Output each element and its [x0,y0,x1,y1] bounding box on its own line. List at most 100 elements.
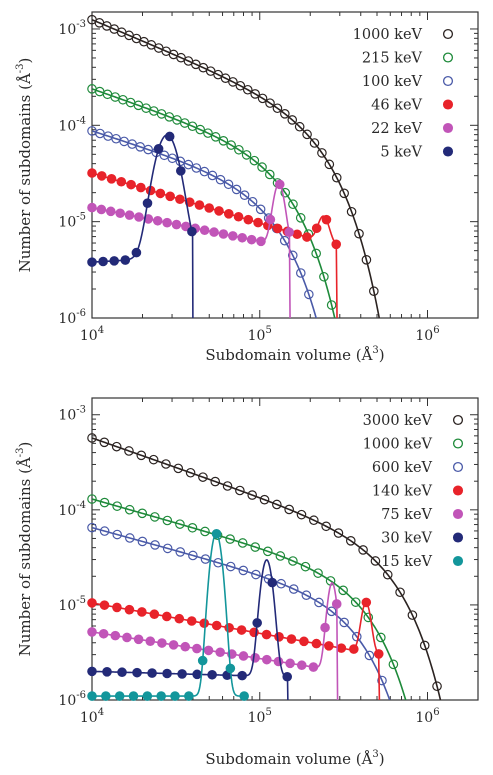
data-point [302,232,312,242]
data-point [187,121,198,132]
y-tick-label: 10-6 [58,690,86,709]
y-tick-label: 10-5 [58,595,86,614]
data-point [288,556,298,566]
data-point [112,529,123,540]
data-point [87,494,97,504]
data-point [173,463,184,474]
data-point [112,501,122,511]
data-point [137,607,147,617]
data-point [149,609,160,620]
data-point [111,441,122,452]
data-point [218,136,229,146]
data-point [370,556,381,566]
data-point [126,179,136,190]
data-point [265,214,276,225]
data-point [233,211,244,222]
data-point [300,561,311,572]
data-point [369,286,379,296]
legend-marker [442,146,454,157]
data-point [183,159,194,170]
data-point [192,669,202,680]
legend-label: 600 keV [372,460,433,476]
data-point [282,671,293,682]
data-point [345,535,356,546]
data-point [218,229,229,239]
data-point [124,210,135,220]
data-point [175,547,186,557]
fit-curve [92,134,194,318]
legend-label: 3000 keV [363,413,433,429]
data-point [257,162,267,172]
data-point [162,668,172,679]
data-point [250,542,261,552]
data-point [168,640,179,650]
data-point [99,497,110,508]
data-point [177,669,187,679]
data-point [150,540,160,550]
y-tick-label: 10-6 [58,308,86,327]
data-point [133,634,144,645]
data-point [147,668,157,678]
data-point [131,247,142,258]
legend-label: 15 keV [381,554,432,570]
data-point [109,256,119,266]
data-point [184,691,194,701]
data-point [194,200,205,210]
legend-label: 46 keV [371,98,422,114]
legend-marker [452,555,464,567]
data-point [284,227,294,237]
data-point [236,625,247,635]
data-point [388,659,399,670]
data-point [87,433,97,443]
data-point [116,176,127,187]
y-tick-label: 10-3 [58,19,86,38]
data-point [200,554,211,564]
data-point [87,522,97,533]
data-point [243,214,254,225]
x-tick-label: 106 [415,325,439,344]
data-point [238,565,249,576]
data-point [324,159,335,170]
data-point [225,663,236,674]
data-point [103,131,113,141]
data-point [407,610,418,620]
data-point [180,641,191,652]
data-point [188,550,198,561]
data-point [192,643,202,654]
y-tick-label: 10-3 [58,405,86,424]
legend-marker [442,28,454,40]
data-point [152,215,163,226]
data-point [102,666,112,677]
data-point [309,515,319,526]
data-point [215,174,226,185]
legend-label: 215 keV [362,51,423,67]
y-axis-label: Number of subdomains (Å-3) [15,442,34,657]
data-point [319,271,329,282]
y-axis-label: Number of subdomains (Å-3) [15,58,34,273]
data-point [197,655,208,666]
data-point [294,121,305,132]
x-tick-label: 104 [80,325,104,344]
data-point [304,289,314,300]
data-point [171,219,182,230]
data-point [143,144,154,155]
data-point [326,300,337,310]
data-point [128,691,139,701]
data-point [302,129,312,140]
data-point [358,545,368,555]
data-point [209,227,219,237]
data-point [117,667,127,678]
legend-marker [452,461,464,473]
data-point [295,213,306,223]
data-point [191,163,202,173]
data-point [280,109,290,119]
data-point [231,184,242,195]
data-point [175,194,185,205]
data-point [96,171,107,181]
data-point [125,533,135,543]
data-point [279,235,290,246]
data-point [124,446,134,456]
data-point [106,174,117,184]
legend-label: 30 keV [381,531,432,547]
data-point [272,103,283,114]
